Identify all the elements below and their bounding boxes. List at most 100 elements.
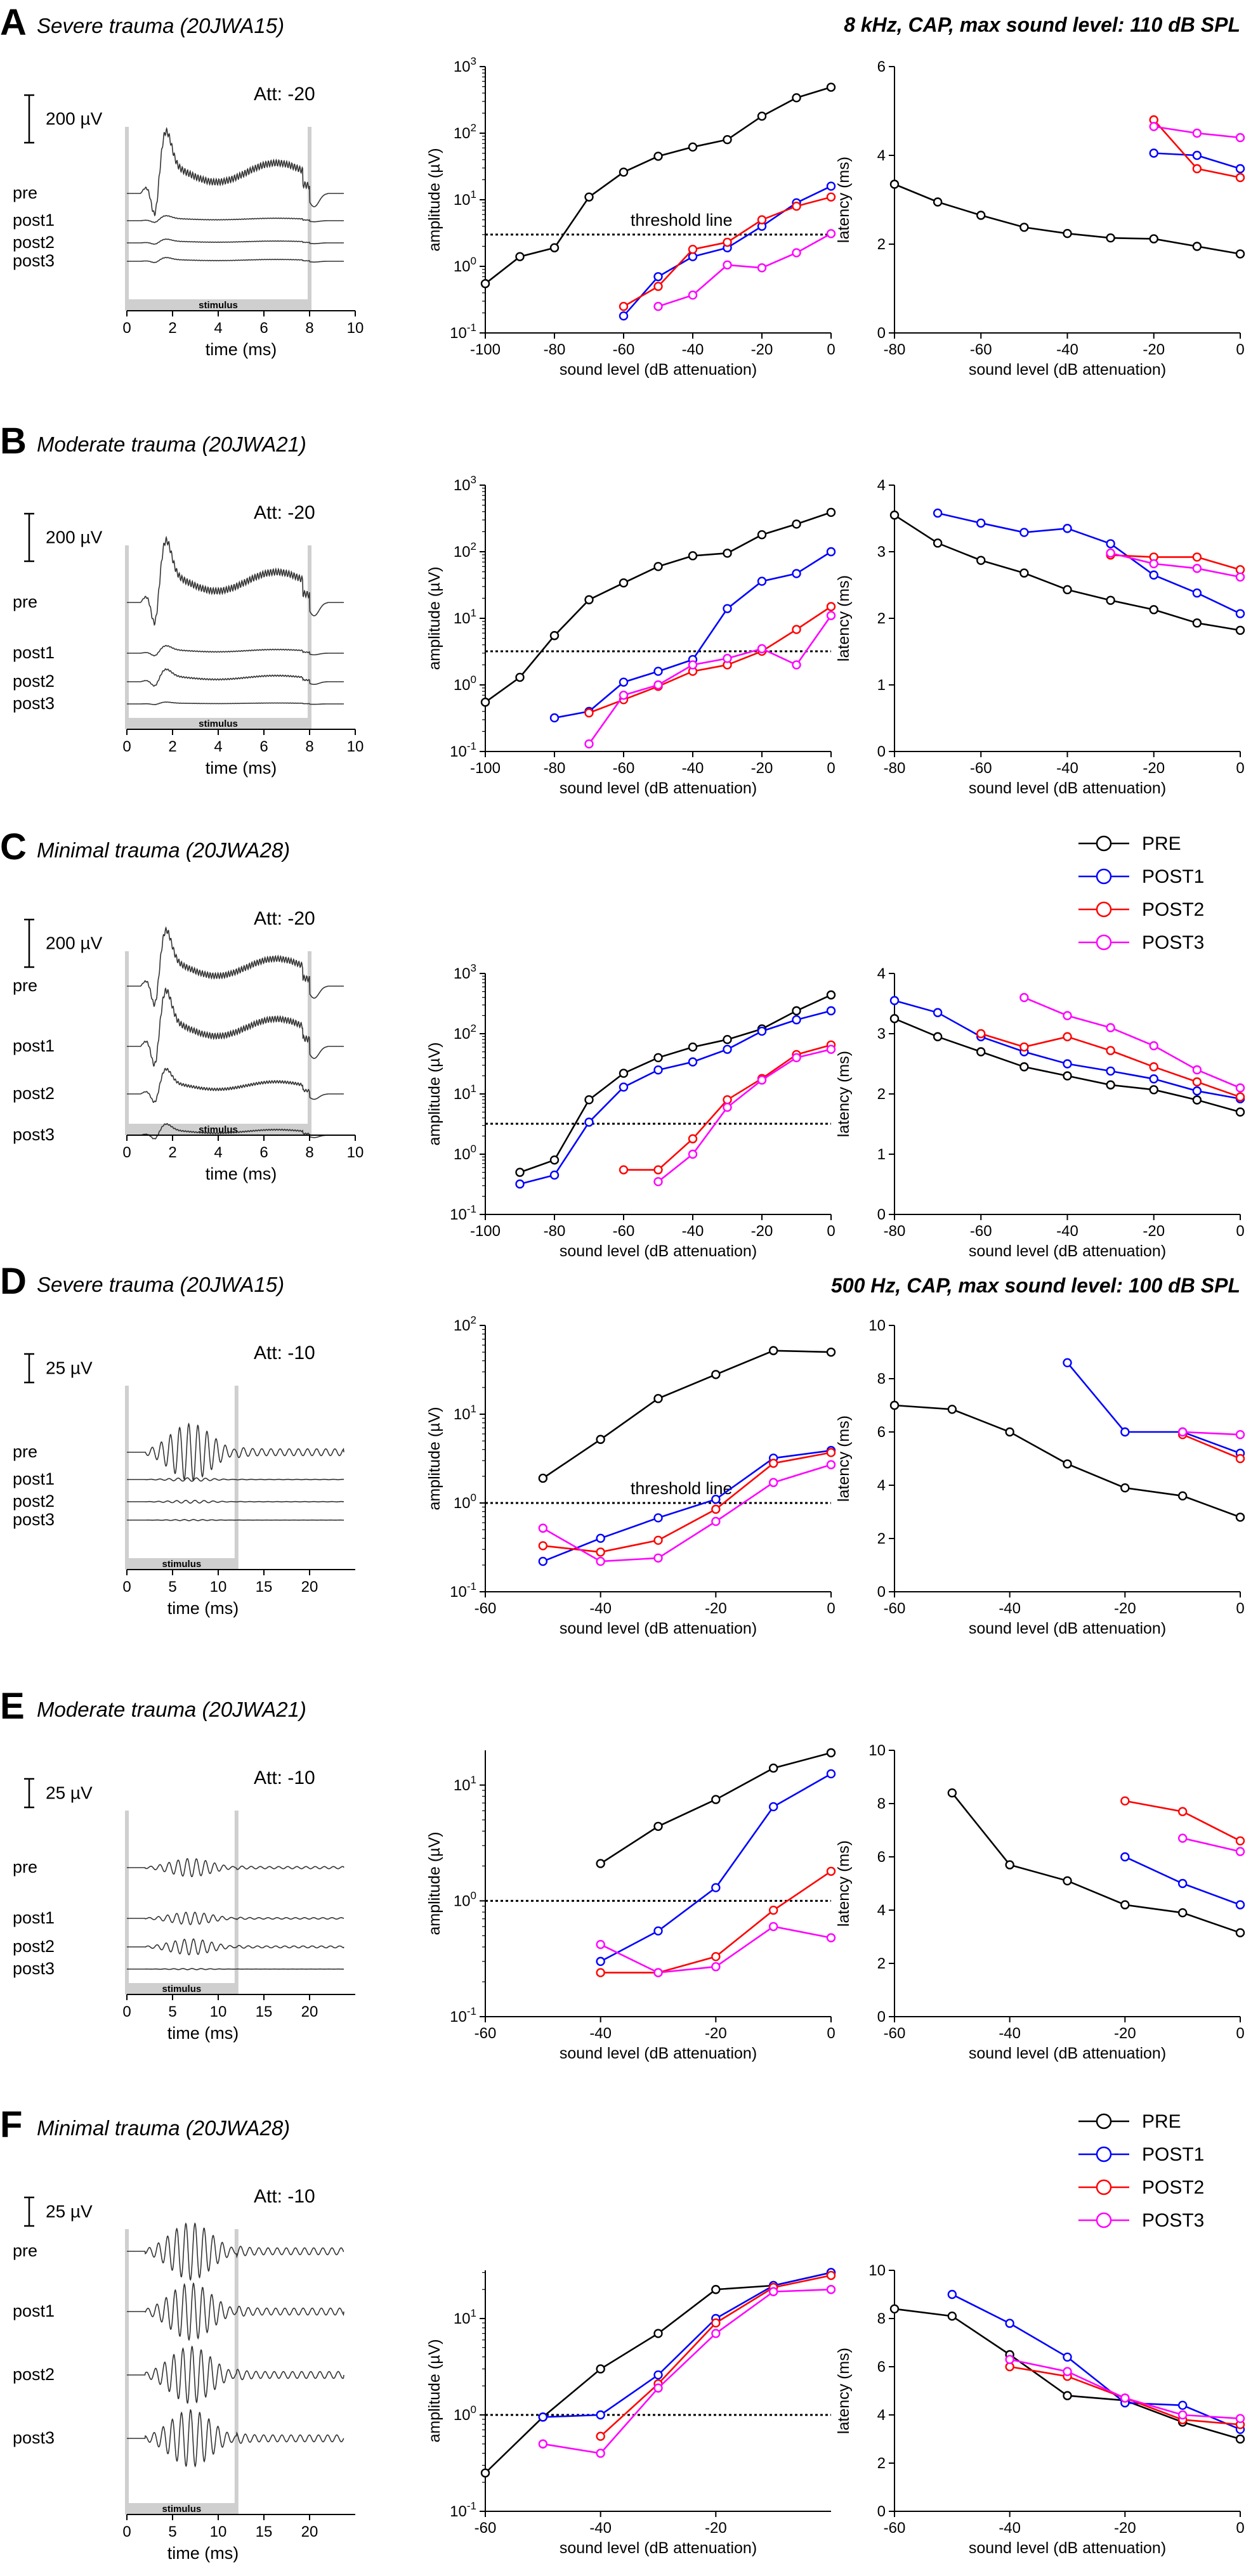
data-point-pre [711,1370,721,1379]
data-point-post2 [826,192,836,202]
time-tick-label: 5 [168,1578,176,1596]
data-point-pre [688,1042,698,1052]
y-tick-label: 10-1 [450,2500,476,2520]
trace-label-pre: pre [13,183,37,202]
data-point-pre [1149,234,1158,244]
time-tick-label: 5 [168,2523,176,2540]
x-tick-label: -20 [751,341,773,358]
data-point-pre [1019,1062,1029,1072]
trace-label-post3: post3 [13,1959,55,1978]
x-tick-label: -20 [751,1223,773,1240]
data-point-pre [515,252,525,261]
x-axis-label: sound level (dB attenuation) [969,779,1166,797]
x-tick-label: 0 [827,2025,835,2042]
data-point-post2 [1106,1046,1115,1055]
time-tick-label: 0 [122,2003,131,2020]
attenuation-label: Att: -20 [254,84,315,105]
data-point-post1 [711,1495,721,1504]
time-tick-label: 2 [168,320,176,337]
data-point-post1 [1149,148,1158,158]
data-point-post1 [826,1769,836,1779]
data-point-post2 [723,1095,732,1105]
waveform-trace-post3 [127,1519,344,1521]
data-point-pre [584,192,594,202]
data-point-pre [792,519,801,529]
data-point-post1 [1149,570,1158,580]
data-point-pre [933,197,943,207]
data-point-pre [480,698,490,707]
time-tick-label: 8 [305,1144,313,1161]
data-point-post2 [619,1165,629,1174]
x-tick-label: -60 [475,2520,497,2537]
x-tick-label: -80 [544,1223,566,1240]
legend-marker-post1 [1096,868,1112,885]
waveform-trace-post1 [127,1477,344,1482]
series-line-post1 [542,2272,832,2418]
y-tick-label: 10-1 [450,1580,476,1601]
data-point-post2 [768,1459,778,1468]
data-point-post2 [1192,1077,1202,1087]
y-tick-label: 101 [454,2307,476,2327]
data-point-post2 [584,708,594,718]
y-axis-label: latency (ms) [835,1415,853,1502]
x-tick-label: -80 [544,341,566,358]
data-point-pre [688,551,698,561]
x-axis-label: sound level (dB attenuation) [560,361,757,379]
data-point-pre [1106,1080,1115,1090]
time-tick-label: 0 [122,2523,131,2540]
x-tick-label: -60 [475,1600,497,1617]
legend-label-post1: POST1 [1142,2144,1204,2165]
legend-marker-post1 [1096,2146,1112,2163]
x-tick-label: 0 [827,1223,835,1240]
data-point-pre [1063,585,1072,595]
data-point-pre [480,279,490,289]
data-point-pre [1063,229,1072,238]
trace-label-post1: post1 [13,211,55,230]
data-point-post2 [688,244,698,254]
x-tick-label: -20 [705,2025,727,2042]
data-point-pre [768,1346,778,1355]
y-tick-label: 6 [877,1849,886,1866]
data-point-pre [619,167,629,177]
data-point-post1 [1019,528,1029,537]
waveform-trace-pre [127,2222,344,2281]
data-point-pre [1005,1427,1014,1437]
x-tick-label: 0 [1236,1223,1244,1240]
data-point-post2 [1192,552,1202,562]
waveform-trace-post2 [127,1499,344,1504]
stimulus-onset-marker [125,1811,129,1994]
data-point-post1 [596,2410,605,2420]
attenuation-label: Att: -20 [254,908,315,929]
data-point-pre [1005,1860,1014,1870]
data-point-post1 [1235,1900,1245,1909]
x-axis-label: sound level (dB attenuation) [969,1242,1166,1260]
data-point-post2 [1235,1454,1245,1464]
trace-label-pre: pre [13,1857,37,1877]
y-tick-label: 3 [877,1025,886,1043]
data-point-pre [933,538,943,548]
y-tick-label: 100 [454,2404,476,2424]
x-tick-label: -80 [884,760,906,777]
data-point-pre [1192,1095,1202,1105]
waveform-trace-post3 [127,1968,344,1970]
data-point-post1 [768,1802,778,1812]
data-point-pre [826,507,836,517]
time-tick-label: 10 [210,2003,227,2020]
waveform-trace-post2 [127,238,344,245]
y-tick-label: 10 [868,1742,886,1759]
data-point-post1 [596,1956,605,1967]
data-point-pre [1063,1071,1072,1081]
data-point-post3 [653,680,663,690]
y-tick-label: 10-1 [450,740,476,760]
series-line-post1 [542,1450,832,1563]
stimulus-onset-marker [125,545,129,729]
data-point-post3 [596,1556,605,1566]
x-tick-label: -100 [470,1223,501,1240]
data-point-post3 [768,1922,778,1932]
x-tick-label: -80 [544,760,566,777]
series-line-post2 [1110,554,1241,571]
data-point-pre [826,1347,836,1357]
trace-label-post1: post1 [13,643,55,662]
x-tick-label: -60 [613,760,635,777]
